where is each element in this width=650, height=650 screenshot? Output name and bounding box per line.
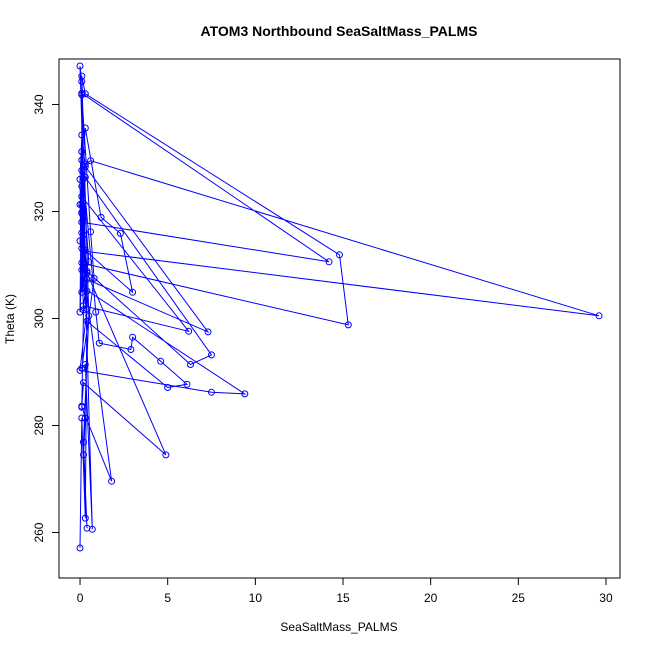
x-axis: 0 5 10 15 20 25 30 (77, 577, 613, 605)
data-point (80, 247, 87, 255)
data-point (80, 302, 87, 310)
data-point (241, 390, 249, 398)
x-tick-label: 10 (249, 591, 263, 605)
data-point (92, 308, 100, 316)
data-point (76, 175, 84, 183)
x-tick-label: 15 (336, 591, 350, 605)
data-point (78, 218, 86, 226)
data-point (183, 380, 191, 388)
data-point (88, 525, 96, 533)
chart-title: ATOM3 Northbound SeaSaltMass_PALMS (201, 23, 478, 39)
data-point (80, 284, 87, 292)
data-point (80, 306, 87, 314)
data-point (78, 72, 86, 80)
data-point (78, 131, 86, 139)
data-point (162, 451, 170, 459)
data-point (80, 231, 87, 239)
y-tick-label: 280 (32, 415, 46, 435)
data-point (87, 228, 95, 236)
data-point (78, 193, 86, 200)
data-point (336, 251, 343, 259)
data-point (81, 163, 89, 170)
y-tick-label: 260 (32, 522, 46, 542)
x-axis-label: SeaSaltMass_PALMS (280, 620, 397, 634)
data-point (325, 258, 333, 266)
data-point (78, 229, 86, 237)
data-point (81, 90, 89, 98)
data-point (76, 62, 84, 70)
data-point (76, 366, 84, 374)
data-point (78, 209, 86, 217)
data-point (97, 213, 105, 221)
data-point (81, 160, 89, 168)
data-point (78, 266, 86, 274)
data-point (81, 514, 89, 522)
data-point (81, 414, 89, 422)
data-point (78, 364, 86, 372)
data-point (80, 175, 87, 183)
data-point (204, 328, 212, 336)
series-line (79, 65, 600, 549)
y-tick-label: 300 (32, 308, 46, 328)
data-point (80, 438, 87, 446)
data-point (80, 451, 87, 459)
data-point (208, 388, 215, 396)
data-point (90, 274, 98, 282)
x-tick-label: 20 (424, 591, 438, 605)
data-point (76, 308, 84, 316)
data-point (127, 346, 135, 353)
data-point (87, 157, 95, 165)
series-layer (76, 62, 603, 552)
data-point (595, 312, 603, 320)
data-point (78, 182, 86, 190)
x-tick-label: 30 (599, 591, 613, 605)
x-tick-label: 0 (77, 591, 84, 605)
y-tick-label: 340 (32, 94, 46, 114)
data-point (80, 379, 87, 387)
data-point (78, 148, 86, 156)
data-point (185, 327, 193, 335)
y-tick-label: 320 (32, 201, 46, 221)
data-point (164, 384, 172, 391)
data-point (80, 275, 87, 283)
data-point (108, 477, 116, 485)
data-point (208, 351, 215, 359)
data-point (187, 361, 194, 368)
data-point (95, 339, 103, 347)
data-point (116, 229, 124, 237)
data-point (81, 361, 89, 368)
data-point (78, 156, 86, 164)
data-point (76, 237, 84, 245)
data-point (78, 288, 86, 296)
data-point (83, 524, 91, 532)
data-point (344, 321, 352, 329)
plot-frame (58, 58, 621, 579)
data-point (78, 403, 86, 411)
data-point (76, 544, 84, 552)
x-tick-label: 25 (512, 591, 526, 605)
data-point (81, 124, 89, 132)
data-point (76, 201, 84, 208)
data-point (78, 414, 86, 422)
data-point (129, 288, 137, 296)
y-axis-label: Theta (K) (3, 294, 17, 344)
data-point (80, 208, 87, 215)
data-point (129, 333, 137, 341)
y-axis: 260 280 300 320 340 (32, 94, 60, 543)
data-point (78, 259, 86, 267)
data-point (78, 89, 86, 97)
data-point (78, 78, 86, 85)
x-tick-label: 5 (164, 591, 171, 605)
data-point (157, 357, 165, 365)
data-point (78, 166, 86, 174)
data-point (83, 275, 91, 283)
data-point (85, 312, 93, 320)
